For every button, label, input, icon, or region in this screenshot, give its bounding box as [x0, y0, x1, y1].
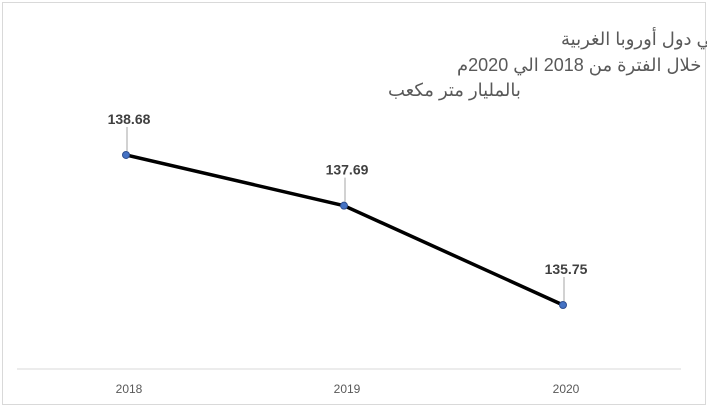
- data-label: 135.75: [545, 261, 588, 277]
- x-tick-labels: 2018 2019 2020: [116, 382, 580, 396]
- x-tick-label: 2019: [334, 382, 361, 396]
- data-point: [340, 201, 348, 210]
- chart-title-line-2: خلال الفترة من 2018 الي 2020م: [457, 55, 701, 76]
- chart-title-line-1: شكل رقم 2: انخفاض كميات الغاز الواردة ال…: [561, 27, 707, 50]
- data-label: 137.69: [326, 162, 369, 178]
- data-point: [122, 150, 130, 159]
- x-tick-label: 2018: [116, 382, 143, 396]
- data-markers: [122, 150, 567, 309]
- data-label-leaders: [126, 126, 565, 301]
- data-point: [559, 301, 567, 309]
- chart-title-line-3: بالمليار متر مكعب: [388, 80, 521, 101]
- x-tick-label: 2020: [553, 382, 580, 396]
- data-label: 138.68: [108, 111, 151, 127]
- chart-title: شكل رقم 2: انخفاض كميات الغاز الواردة ال…: [388, 27, 707, 101]
- data-labels: 138.68 137.69 135.75: [108, 111, 588, 277]
- line-chart: شكل رقم 2: انخفاض كميات الغاز الواردة ال…: [17, 27, 707, 396]
- chart-frame: شكل رقم 2: انخفاض كميات الغاز الواردة ال…: [2, 2, 707, 405]
